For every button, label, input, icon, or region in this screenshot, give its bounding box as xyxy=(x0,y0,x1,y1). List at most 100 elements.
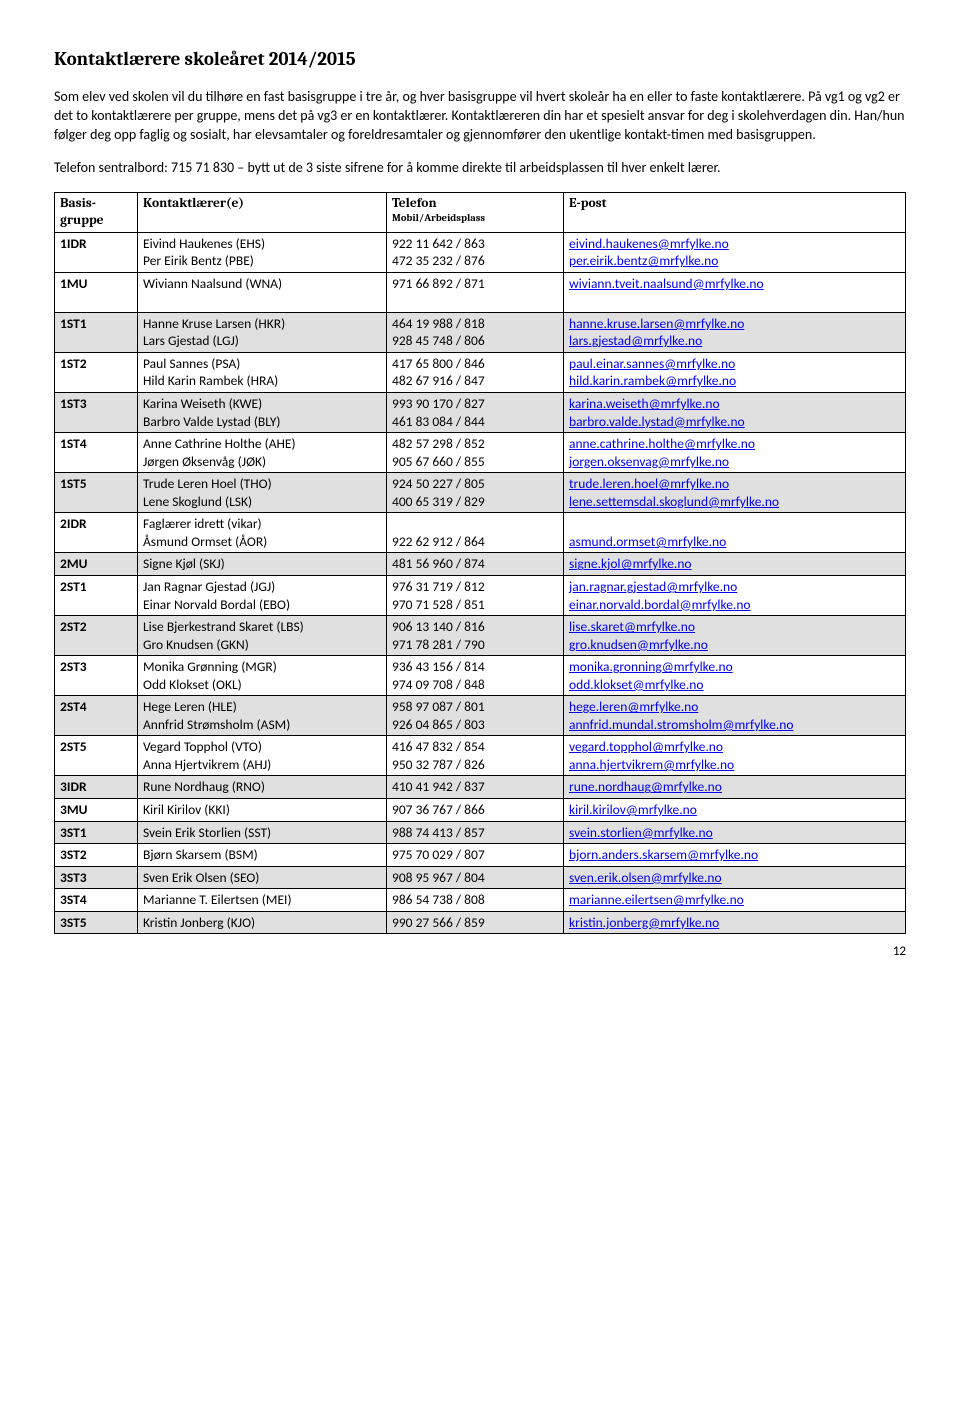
table-row: 1IDREivind Haukenes (EHS)Per Eirik Bentz… xyxy=(55,232,906,272)
email-link[interactable]: hege.leren@mrfylke.no xyxy=(569,698,698,715)
email-link[interactable]: asmund.ormset@mrfylke.no xyxy=(569,533,726,550)
table-row: 1ST5Trude Leren Hoel (THO)Lene Skoglund … xyxy=(55,473,906,513)
header-phone: Telefon Mobil/Arbeidsplass xyxy=(387,192,564,232)
intro-paragraph-1: Som elev ved skolen vil du tilhøre en fa… xyxy=(54,88,906,145)
cell-teacher: Hege Leren (HLE)Annfrid Strømsholm (ASM) xyxy=(138,696,387,736)
cell-phone: 971 66 892 / 871 xyxy=(387,272,564,312)
table-row: 3IDRRune Nordhaug (RNO)410 41 942 / 837r… xyxy=(55,776,906,799)
cell-phone: 976 31 719 / 812970 71 528 / 851 xyxy=(387,575,564,615)
table-row: 3ST2Bjørn Skarsem (BSM)975 70 029 / 807b… xyxy=(55,844,906,867)
cell-email: marianne.eilertsen@mrfylke.no xyxy=(564,889,906,912)
email-link[interactable]: anna.hjertvikrem@mrfylke.no xyxy=(569,756,734,773)
email-link[interactable]: gro.knudsen@mrfylke.no xyxy=(569,636,708,653)
email-link[interactable]: bjorn.anders.skarsem@mrfylke.no xyxy=(569,846,758,863)
email-link[interactable]: paul.einar.sannes@mrfylke.no xyxy=(569,355,735,372)
cell-group: 1IDR xyxy=(55,232,138,272)
email-link[interactable]: kiril.kirilov@mrfylke.no xyxy=(569,801,697,818)
email-link[interactable]: odd.klokset@mrfylke.no xyxy=(569,676,704,693)
cell-phone: 481 56 960 / 874 xyxy=(387,553,564,576)
table-row: 3ST5Kristin Jonberg (KJO)990 27 566 / 85… xyxy=(55,911,906,934)
cell-teacher: Kristin Jonberg (KJO) xyxy=(138,911,387,934)
email-link[interactable]: svein.storlien@mrfylke.no xyxy=(569,824,713,841)
table-row: 1ST2Paul Sannes (PSA)Hild Karin Rambek (… xyxy=(55,352,906,392)
email-link[interactable]: marianne.eilertsen@mrfylke.no xyxy=(569,891,744,908)
email-link[interactable]: wiviann.tveit.naalsund@mrfylke.no xyxy=(569,275,764,292)
cell-phone: 958 97 087 / 801926 04 865 / 803 xyxy=(387,696,564,736)
email-link[interactable]: einar.norvald.bordal@mrfylke.no xyxy=(569,596,751,613)
cell-phone: 922 11 642 / 863472 35 232 / 876 xyxy=(387,232,564,272)
cell-teacher: Bjørn Skarsem (BSM) xyxy=(138,844,387,867)
email-link[interactable]: karina.weiseth@mrfylke.no xyxy=(569,395,720,412)
cell-phone: 906 13 140 / 816971 78 281 / 790 xyxy=(387,616,564,656)
cell-group: 2IDR xyxy=(55,513,138,553)
cell-teacher: Marianne T. Eilertsen (MEI) xyxy=(138,889,387,912)
cell-email: signe.kjol@mrfylke.no xyxy=(564,553,906,576)
cell-teacher: Faglærer idrett (vikar)Åsmund Ormset (ÅO… xyxy=(138,513,387,553)
table-row: 3ST3Sven Erik Olsen (SEO)908 95 967 / 80… xyxy=(55,866,906,889)
email-link[interactable]: anne.cathrine.holthe@mrfylke.no xyxy=(569,435,755,452)
email-link[interactable]: sven.erik.olsen@mrfylke.no xyxy=(569,869,722,886)
email-link[interactable]: lene.settemsdal.skoglund@mrfylke.no xyxy=(569,493,779,510)
email-link[interactable]: lars.gjestad@mrfylke.no xyxy=(569,332,702,349)
cell-group: 1ST1 xyxy=(55,312,138,352)
cell-teacher: Kiril Kirilov (KKI) xyxy=(138,798,387,821)
table-row: 2ST2Lise Bjerkestrand Skaret (LBS)Gro Kn… xyxy=(55,616,906,656)
cell-email: rune.nordhaug@mrfylke.no xyxy=(564,776,906,799)
cell-teacher: Karina Weiseth (KWE)Barbro Valde Lystad … xyxy=(138,393,387,433)
cell-group: 2ST1 xyxy=(55,575,138,615)
email-link[interactable]: vegard.topphol@mrfylke.no xyxy=(569,738,723,755)
cell-group: 3ST4 xyxy=(55,889,138,912)
cell-email: hanne.kruse.larsen@mrfylke.nolars.gjesta… xyxy=(564,312,906,352)
cell-email: trude.leren.hoel@mrfylke.nolene.settemsd… xyxy=(564,473,906,513)
email-link[interactable]: annfrid.mundal.stromsholm@mrfylke.no xyxy=(569,716,793,733)
cell-phone: 975 70 029 / 807 xyxy=(387,844,564,867)
cell-email: anne.cathrine.holthe@mrfylke.nojorgen.ok… xyxy=(564,433,906,473)
cell-phone: 986 54 738 / 808 xyxy=(387,889,564,912)
email-link[interactable]: jorgen.oksenvag@mrfylke.no xyxy=(569,453,729,470)
page-title: Kontaktlærere skoleåret 2014/2015 xyxy=(54,48,906,70)
cell-group: 1ST2 xyxy=(55,352,138,392)
cell-group: 2ST5 xyxy=(55,736,138,776)
cell-email: wiviann.tveit.naalsund@mrfylke.no xyxy=(564,272,906,312)
cell-group: 1MU xyxy=(55,272,138,312)
table-row: 3MUKiril Kirilov (KKI)907 36 767 / 866ki… xyxy=(55,798,906,821)
cell-phone: 924 50 227 / 805400 65 319 / 829 xyxy=(387,473,564,513)
cell-phone: 988 74 413 / 857 xyxy=(387,821,564,844)
email-link[interactable]: hanne.kruse.larsen@mrfylke.no xyxy=(569,315,744,332)
email-link[interactable]: lise.skaret@mrfylke.no xyxy=(569,618,695,635)
cell-teacher: Signe Kjøl (SKJ) xyxy=(138,553,387,576)
cell-phone: 908 95 967 / 804 xyxy=(387,866,564,889)
intro-paragraph-2: Telefon sentralbord: 715 71 830 – bytt u… xyxy=(54,159,906,178)
header-group: Basis- gruppe xyxy=(55,192,138,232)
cell-teacher: Rune Nordhaug (RNO) xyxy=(138,776,387,799)
email-link[interactable]: signe.kjol@mrfylke.no xyxy=(569,555,692,572)
cell-phone: 416 47 832 / 854950 32 787 / 826 xyxy=(387,736,564,776)
cell-phone: 410 41 942 / 837 xyxy=(387,776,564,799)
cell-email: paul.einar.sannes@mrfylke.nohild.karin.r… xyxy=(564,352,906,392)
email-link[interactable]: jan.ragnar.gjestad@mrfylke.no xyxy=(569,578,737,595)
email-link[interactable]: hild.karin.rambek@mrfylke.no xyxy=(569,372,736,389)
header-phone-label: Telefon xyxy=(392,196,437,211)
email-link[interactable]: eivind.haukenes@mrfylke.no xyxy=(569,235,729,252)
cell-phone: 907 36 767 / 866 xyxy=(387,798,564,821)
email-link[interactable]: barbro.valde.lystad@mrfylke.no xyxy=(569,413,745,430)
email-link[interactable]: per.eirik.bentz@mrfylke.no xyxy=(569,252,718,269)
cell-phone: 936 43 156 / 814974 09 708 / 848 xyxy=(387,656,564,696)
table-row: 1MUWiviann Naalsund (WNA) 971 66 892 / 8… xyxy=(55,272,906,312)
cell-email: bjorn.anders.skarsem@mrfylke.no xyxy=(564,844,906,867)
email-link[interactable]: kristin.jonberg@mrfylke.no xyxy=(569,914,719,931)
cell-email: vegard.topphol@mrfylke.noanna.hjertvikre… xyxy=(564,736,906,776)
email-link[interactable]: monika.gronning@mrfylke.no xyxy=(569,658,733,675)
email-link[interactable]: rune.nordhaug@mrfylke.no xyxy=(569,778,722,795)
cell-teacher: Eivind Haukenes (EHS)Per Eirik Bentz (PB… xyxy=(138,232,387,272)
table-row: 1ST3Karina Weiseth (KWE)Barbro Valde Lys… xyxy=(55,393,906,433)
cell-email: asmund.ormset@mrfylke.no xyxy=(564,513,906,553)
header-phone-sub: Mobil/Arbeidsplass xyxy=(392,212,558,226)
cell-group: 2MU xyxy=(55,553,138,576)
contact-teachers-table: Basis- gruppe Kontaktlærer(e) Telefon Mo… xyxy=(54,192,906,935)
cell-teacher: Monika Grønning (MGR)Odd Klokset (OKL) xyxy=(138,656,387,696)
cell-teacher: Sven Erik Olsen (SEO) xyxy=(138,866,387,889)
table-row: 2ST3Monika Grønning (MGR)Odd Klokset (OK… xyxy=(55,656,906,696)
email-link[interactable]: trude.leren.hoel@mrfylke.no xyxy=(569,475,729,492)
table-row: 2MUSigne Kjøl (SKJ)481 56 960 / 874 signe… xyxy=(55,553,906,576)
